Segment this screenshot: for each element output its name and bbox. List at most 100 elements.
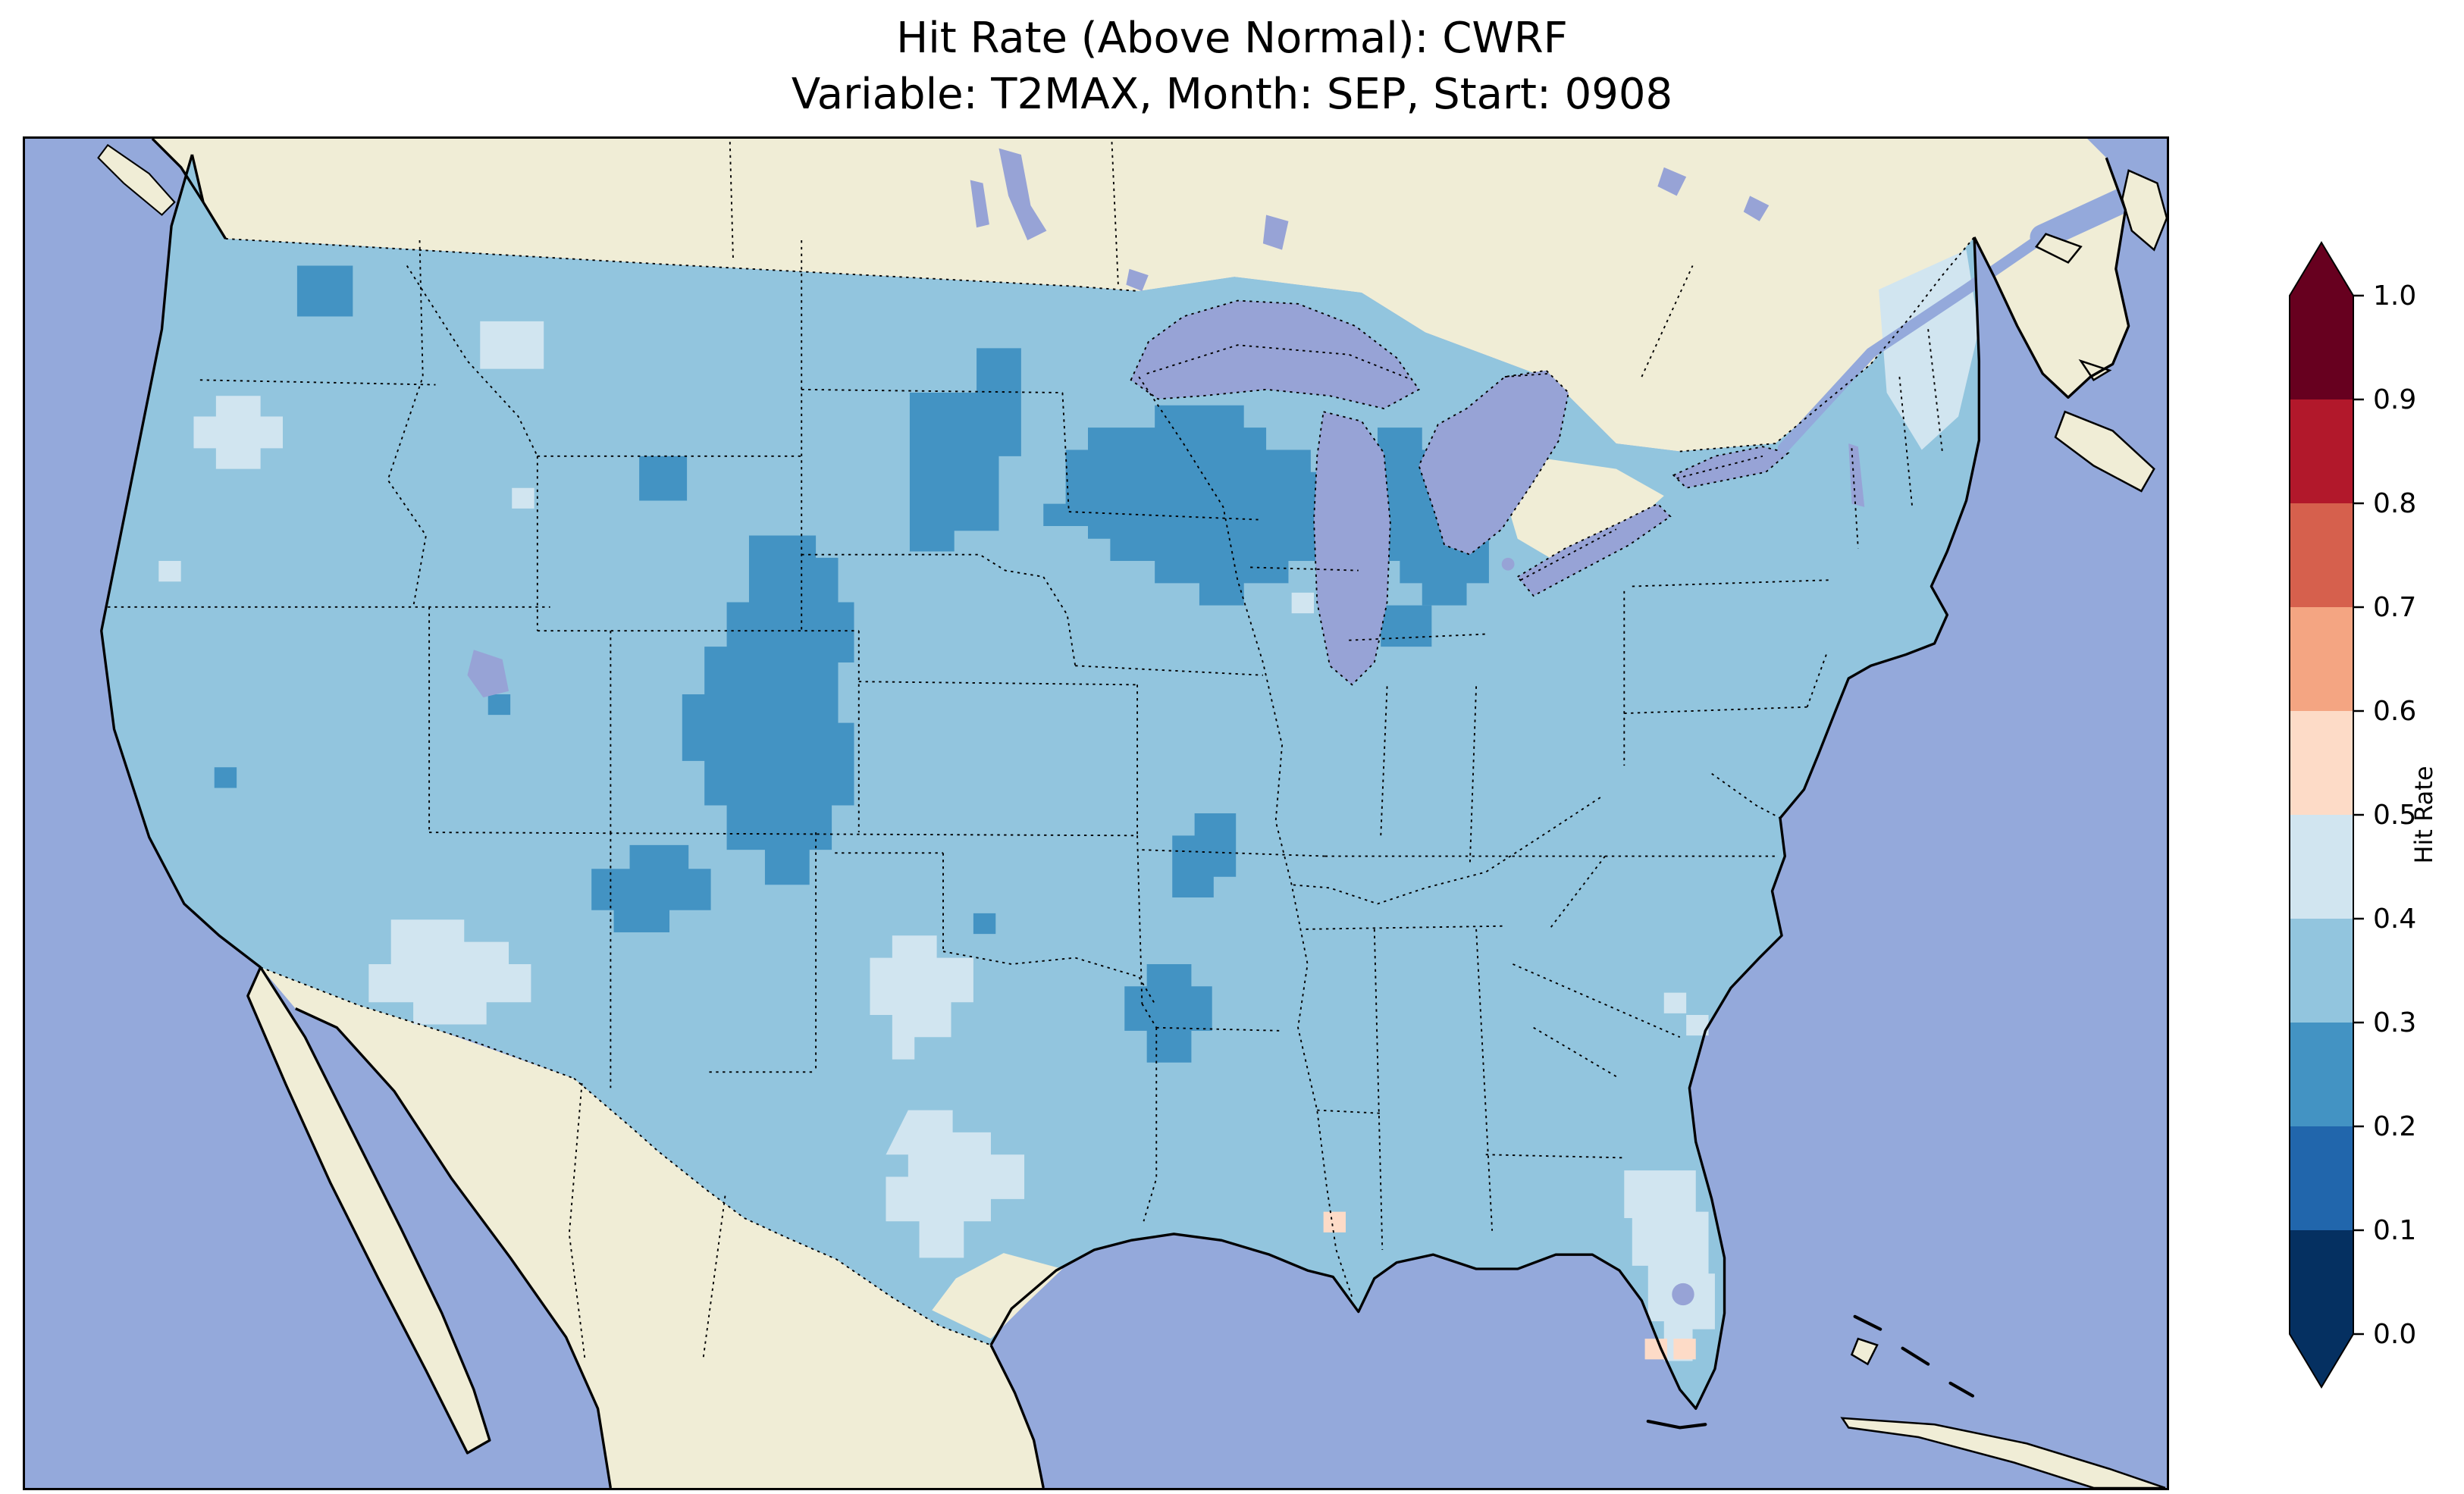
nova-scotia xyxy=(2054,410,2155,493)
lake-nipigon xyxy=(1262,215,1289,250)
colorbar-segment xyxy=(2290,607,2353,711)
colorbar-svg: 0.0 0.1 0.2 0.3 0.4 0.5 0.6 0.7 0.8 0.9 … xyxy=(2289,241,2438,1389)
hit-rate-cells-carolina xyxy=(1663,992,1709,1036)
bahamas-sliver-1 xyxy=(1853,1314,1882,1331)
colorbar-segment xyxy=(2290,1023,2353,1126)
chart-title-line2: Variable: T2MAX, Month: SEP, Start: 0908 xyxy=(791,69,1673,119)
us-west-coast xyxy=(100,154,262,969)
hit-rate-patch-florida xyxy=(1624,1170,1715,1361)
chart-title: Hit Rate (Above Normal): CWRF Variable: … xyxy=(0,11,2464,123)
bahamas-sliver-3 xyxy=(1948,1381,1975,1398)
cuba xyxy=(1840,1417,2166,1488)
prince-edward-island xyxy=(2078,359,2112,381)
hit-rate-cell-louisiana xyxy=(1323,1211,1346,1232)
colorbar-tick: 0.2 xyxy=(2373,1111,2416,1142)
canada-east-coast xyxy=(1973,157,2130,399)
vancouver-island xyxy=(97,143,176,216)
bahamas-keys xyxy=(1646,1314,1975,1430)
coastlines xyxy=(100,139,2130,1488)
st-lawrence-river xyxy=(1777,186,2139,454)
hit-rate-patch-montana xyxy=(296,265,353,317)
quebec-lake-1 xyxy=(1657,167,1687,196)
colorbar-tick: 0.6 xyxy=(2373,696,2416,727)
bahamas-sliver-2 xyxy=(1901,1346,1930,1366)
colorbar-tick-labels: 0.0 0.1 0.2 0.3 0.4 0.5 0.6 0.7 0.8 0.9 … xyxy=(2373,280,2416,1350)
hit-rate-cells-south-florida xyxy=(1644,1339,1696,1360)
colorbar-tick: 0.7 xyxy=(2373,592,2416,623)
lake-ontario xyxy=(1672,446,1790,489)
quebec-lake-2 xyxy=(1743,196,1770,221)
hit-rate-patch-lower-michigan xyxy=(1381,605,1432,647)
small-lakes xyxy=(467,148,1865,1306)
no-data-cells xyxy=(932,1253,1063,1339)
colorbar-segment xyxy=(2290,503,2353,607)
hit-rate-patch-nm-tx xyxy=(870,935,973,1060)
colorbar-segment xyxy=(2290,815,2353,919)
anticosti-island xyxy=(2034,233,2083,264)
great-salt-lake xyxy=(467,650,509,698)
colorbar-arrow-top xyxy=(2290,243,2353,296)
hit-rate-cell-ca-coast xyxy=(158,561,181,582)
colorbar-tick: 0.1 xyxy=(2373,1215,2416,1246)
hit-rate-cell-nv xyxy=(214,767,237,788)
lake-champlain xyxy=(1848,443,1865,507)
canada-west-coast xyxy=(151,139,205,203)
colorbar-tick: 0.8 xyxy=(2373,488,2416,519)
colorbar-segment xyxy=(2290,399,2353,503)
colorbar-segment xyxy=(2290,1126,2353,1230)
colorbar-segment xyxy=(2290,919,2353,1023)
hit-rate-patch-mo-il xyxy=(1172,813,1237,897)
colorbar: 0.0 0.1 0.2 0.3 0.4 0.5 0.6 0.7 0.8 0.9 … xyxy=(2259,224,2456,1421)
lake-erie xyxy=(1516,503,1672,597)
colorbar-tick: 0.3 xyxy=(2373,1007,2416,1038)
lake-superior xyxy=(1130,299,1420,409)
hit-rate-patch-mt-wy xyxy=(639,456,688,501)
colorbar-segment xyxy=(2290,296,2353,399)
lake-huron xyxy=(1418,369,1569,556)
mexico-gulf-coast xyxy=(989,1344,1045,1488)
hit-rate-patch-nw-nevada xyxy=(193,396,284,469)
colorbar-segment xyxy=(2290,1230,2353,1334)
hit-rate-patch-idaho xyxy=(480,321,544,369)
hit-rate-patch-nd xyxy=(909,348,1021,552)
great-lakes xyxy=(1130,299,1790,686)
baja-california xyxy=(247,967,490,1453)
hit-rate-patches-high xyxy=(158,249,1980,1361)
hit-rate-cell-nv2 xyxy=(512,487,534,509)
colorbar-arrow-bottom xyxy=(2290,1334,2353,1387)
ontario-peninsula xyxy=(1504,456,1664,565)
lake-winnipeg xyxy=(998,148,1047,241)
province-borders xyxy=(568,142,1694,1361)
chart-title-line1: Hit Rate (Above Normal): CWRF xyxy=(896,14,1568,63)
colorbar-segment xyxy=(2290,711,2353,815)
lake-st-clair xyxy=(1501,557,1515,571)
hit-rate-patch-socal-az xyxy=(368,919,531,1025)
canada-land xyxy=(152,139,2129,452)
colorbar-tick: 0.5 xyxy=(2373,800,2416,831)
hit-rate-cell-nv-ut xyxy=(487,694,511,716)
colorbar-axis-label: Hit Rate xyxy=(2409,766,2438,863)
hit-rate-cell-ks xyxy=(973,913,996,935)
islands xyxy=(1840,169,2167,1488)
us-map xyxy=(25,139,2167,1488)
colorbar-tick: 0.9 xyxy=(2373,384,2416,415)
lake-michigan xyxy=(1313,411,1391,686)
hit-rate-patch-az-nm xyxy=(591,844,711,933)
lake-of-the-woods xyxy=(1126,268,1149,292)
hit-rate-patch-west-texas xyxy=(886,1110,1025,1258)
baja-coast xyxy=(246,966,491,1455)
mexico-west-coast xyxy=(295,1007,613,1488)
hit-rate-patch-colorado xyxy=(682,535,854,885)
mexico-land xyxy=(260,967,1044,1488)
st-lawrence-upper xyxy=(1777,231,2049,454)
colorbar-tick: 0.0 xyxy=(2373,1319,2416,1350)
us-gulf-atlantic-coast xyxy=(989,236,1981,1410)
colorbar-tick: 1.0 xyxy=(2373,280,2416,312)
hit-rate-cells-pink xyxy=(1323,1211,1696,1360)
florida-keys xyxy=(1646,1419,1707,1430)
lake-manitoba xyxy=(970,180,989,228)
lake-okeechobee xyxy=(1672,1283,1694,1306)
colorbar-tick: 0.4 xyxy=(2373,904,2416,935)
andros-island xyxy=(1850,1337,1879,1366)
international-borders xyxy=(225,236,1975,1346)
